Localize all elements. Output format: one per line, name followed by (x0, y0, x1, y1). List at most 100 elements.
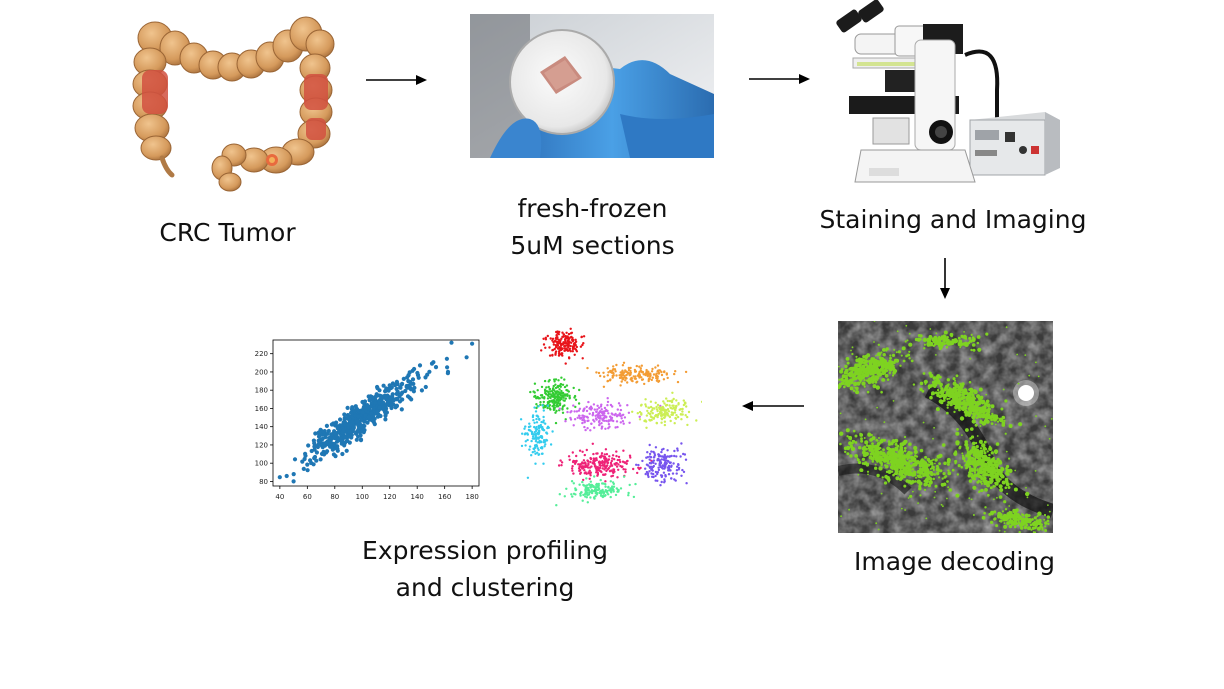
cluster-point (675, 472, 678, 475)
signal-dot (961, 434, 963, 436)
signal-dot (983, 451, 987, 455)
cluster-point (581, 499, 584, 502)
scatter-point (345, 405, 350, 410)
signal-dot (986, 493, 990, 497)
signal-dot (1025, 486, 1027, 489)
scatter-point (324, 440, 329, 445)
scatter-point (388, 395, 393, 401)
signal-dot (970, 333, 973, 336)
cluster-point (557, 464, 561, 467)
signal-dot (901, 346, 906, 351)
signal-dot (1037, 511, 1042, 516)
signal-dot (938, 399, 943, 404)
cluster-point (591, 414, 594, 417)
signal-dot (1001, 510, 1004, 513)
signal-dot (979, 419, 982, 422)
signal-dot (898, 449, 902, 452)
signal-dot (1021, 513, 1025, 517)
cluster-point (663, 481, 666, 484)
cluster-point (617, 463, 620, 466)
cluster-point (528, 445, 532, 448)
signal-dot (985, 419, 990, 424)
cluster-point (640, 376, 643, 379)
signal-dot (982, 421, 987, 426)
cluster-point (616, 476, 619, 479)
signal-dot (978, 439, 983, 444)
signal-dot (850, 349, 852, 352)
cluster-point (570, 480, 574, 483)
signal-dot (887, 469, 892, 474)
cluster-point (557, 352, 561, 355)
scatter-point (403, 388, 408, 394)
scatter-point (399, 391, 404, 397)
cluster-point (653, 407, 656, 410)
cluster-point (663, 420, 667, 423)
scatter-point (341, 428, 346, 433)
cluster-point (616, 458, 619, 462)
signal-dot (938, 454, 942, 459)
cluster-point (652, 373, 656, 376)
cluster-point (582, 409, 585, 413)
signal-dot (1004, 514, 1009, 519)
cluster-point (578, 416, 582, 420)
cluster-point (656, 364, 660, 367)
cluster-point (587, 471, 590, 474)
signal-dot (1024, 517, 1029, 523)
signal-dot (915, 460, 920, 465)
signal-dot (885, 349, 888, 352)
cluster-point (541, 425, 544, 429)
signal-dot (971, 445, 976, 450)
signal-dot (965, 462, 970, 467)
cluster-point (527, 425, 531, 429)
signal-dot (1010, 482, 1013, 486)
signal-dot (883, 438, 887, 442)
cluster-point (654, 401, 657, 404)
cluster-point (615, 415, 619, 418)
cluster-point (603, 415, 607, 418)
signal-dot (942, 482, 947, 487)
cluster-point (609, 495, 612, 499)
cluster-point (543, 445, 546, 448)
signal-dot (885, 470, 889, 474)
scatter-point (394, 379, 399, 384)
signal-dot (976, 459, 981, 464)
signal-dot (1002, 388, 1005, 391)
signal-dot (879, 457, 883, 460)
cluster-point (555, 340, 559, 343)
cluster-point (634, 375, 637, 378)
cluster-point (654, 474, 657, 478)
signal-dot (876, 406, 878, 409)
signal-dot (1003, 419, 1006, 422)
cluster-point (593, 462, 596, 466)
cluster-point (572, 482, 575, 485)
cluster-point (621, 364, 625, 367)
signal-dot (922, 421, 925, 424)
signal-dot (946, 497, 948, 500)
cluster-point (553, 406, 556, 409)
signal-dot (940, 343, 944, 347)
cluster-point (657, 468, 661, 472)
signal-dot (877, 528, 880, 531)
signal-dot (895, 453, 901, 458)
cluster-point (620, 417, 623, 420)
cluster-point (605, 408, 608, 412)
cluster-point (673, 372, 676, 376)
scatter-point (464, 355, 469, 360)
signal-dot (947, 471, 952, 476)
signal-dot (839, 442, 842, 446)
cluster-point (542, 343, 546, 346)
cluster-point (596, 469, 599, 472)
cluster-point (565, 331, 568, 334)
signal-dot (874, 448, 878, 451)
signal-dot (886, 446, 890, 450)
signal-dot (908, 468, 912, 473)
signal-dot (864, 359, 868, 364)
cluster-point (524, 444, 527, 447)
cluster-point (651, 460, 654, 464)
signal-dot (924, 455, 928, 459)
scatter-point (394, 391, 399, 396)
signal-dot (964, 342, 969, 347)
cluster-point (586, 460, 590, 463)
signal-dot (839, 369, 844, 374)
signal-dot (869, 452, 873, 456)
